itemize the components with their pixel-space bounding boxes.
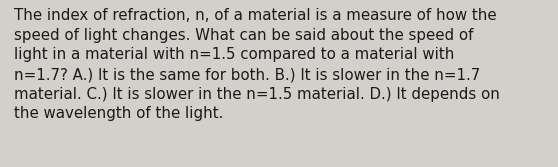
Text: The index of refraction, n, of a material is a measure of how the
speed of light: The index of refraction, n, of a materia… <box>14 8 500 121</box>
